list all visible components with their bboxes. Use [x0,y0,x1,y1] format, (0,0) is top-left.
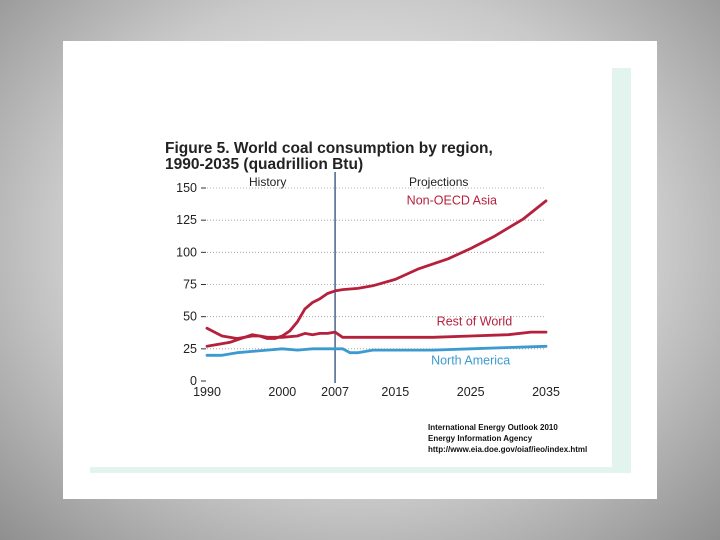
x-axis: 1990 2000 2007 2015 2025 2035 [193,385,560,399]
x-tick-label: 2015 [381,385,409,399]
section-label-history: History [249,175,286,189]
chart-title-line-2: 1990-2035 (quadrillion Btu) [165,156,363,173]
slide-accent-bar-right [612,68,631,473]
y-tick-label: 150 [176,181,197,195]
y-axis: 0 25 50 75 100 125 150 [176,181,206,388]
y-tick-label: 75 [183,278,197,292]
y-tick-label: 50 [183,310,197,324]
y-tick-label: 25 [183,342,197,356]
source-line-3: http://www.eia.doe.gov/oiaf/ieo/index.ht… [428,445,587,454]
x-tick-label: 1990 [193,385,221,399]
series-label-rest-of-world: Rest of World [437,315,513,329]
x-tick-label: 2035 [532,385,560,399]
series-line-rest-of-world [205,326,548,340]
source-line-1: International Energy Outlook 2010 [428,423,558,432]
source-line-2: Energy Information Agency [428,434,533,443]
x-tick-label: 2007 [321,385,349,399]
series-label-north-america: North America [431,353,510,367]
slide-panel [63,41,657,499]
x-tick-label: 2025 [457,385,485,399]
section-label-projections: Projections [409,175,468,189]
series-layer [205,199,548,357]
x-tick-label: 2000 [268,385,296,399]
slide-accent-bar-bottom [90,467,631,473]
chart-title-line-1: Figure 5. World coal consumption by regi… [165,140,493,157]
series-label-layer: Non-OECD Asia Rest of World North America [407,194,513,368]
y-tick-label: 0 [190,374,197,388]
y-tick-label: 100 [176,245,197,259]
y-tick-label: 125 [176,213,197,227]
series-label-non-oecd-asia: Non-OECD Asia [407,194,497,208]
series-line-north-america [205,344,548,357]
